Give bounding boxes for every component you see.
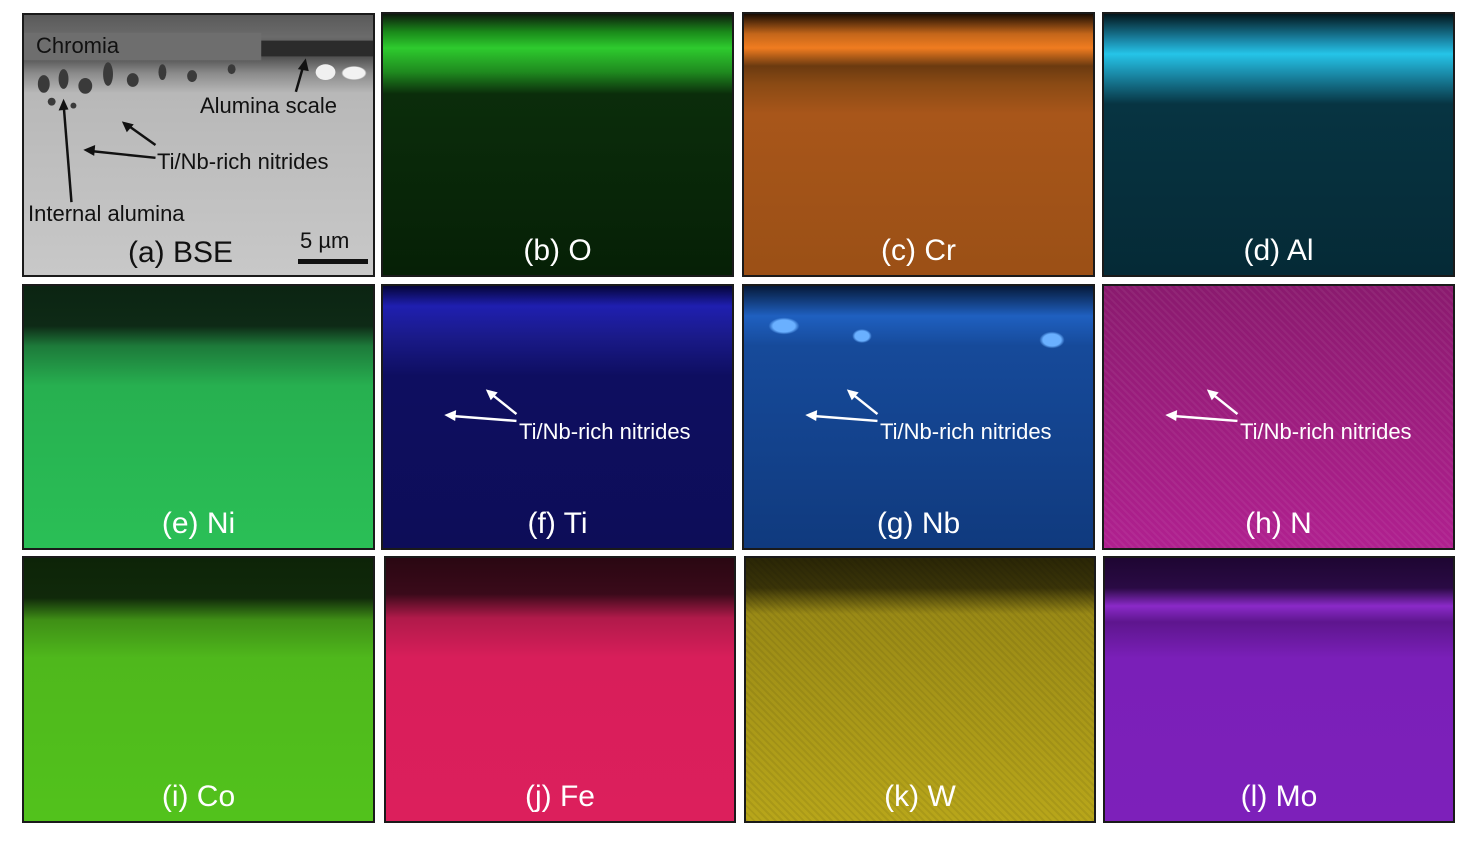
scale-bar xyxy=(298,259,368,264)
panel-l-label: (l) Mo xyxy=(1240,780,1318,813)
panel-j-label: (j) Fe xyxy=(525,780,595,813)
panel-l-molybdenum-map: (l) Mo xyxy=(1103,556,1455,823)
panel-i-label: (i) Co xyxy=(161,780,236,813)
panel-j-iron-map: (j) Fe xyxy=(384,556,736,823)
panel-d-label: (d) Al xyxy=(1243,234,1314,267)
panel-f-label: (f) Ti xyxy=(527,507,588,540)
panel-g-nitrides-annotation: Ti/Nb-rich nitrides xyxy=(880,419,1052,444)
panel-h-nitrogen-map: Ti/Nb-rich nitrides (h) N xyxy=(1102,284,1455,550)
panel-e-label: (e) Ni xyxy=(161,507,236,540)
nitride-arrows xyxy=(1165,389,1239,423)
panel-i-cobalt-map: (i) Co xyxy=(22,556,375,823)
panel-a-bse: Chromia Alumina scale Ti/Nb-rich nitride… xyxy=(22,13,375,277)
panel-c-chromium-map: (c) Cr xyxy=(742,12,1095,277)
panel-e-nickel-map: (e) Ni xyxy=(22,284,375,550)
chromia-annotation: Chromia xyxy=(36,33,120,58)
nitride-arrows xyxy=(805,389,879,423)
panel-g-niobium-map: Ti/Nb-rich nitrides (g) Nb xyxy=(742,284,1095,550)
panel-g-label: (g) Nb xyxy=(876,507,961,540)
panel-f-nitrides-annotation: Ti/Nb-rich nitrides xyxy=(519,419,691,444)
panel-b-oxygen-map: (b) O xyxy=(381,12,734,277)
panel-h-nitrides-annotation: Ti/Nb-rich nitrides xyxy=(1240,419,1412,444)
alumina-scale-annotation: Alumina scale xyxy=(200,93,337,118)
panel-d-aluminum-map: (d) Al xyxy=(1102,12,1455,277)
panel-h-label: (h) N xyxy=(1245,507,1312,540)
nitrides-annotation: Ti/Nb-rich nitrides xyxy=(157,149,329,174)
panel-a-label: (a) BSE xyxy=(128,236,234,269)
panel-f-titanium-map: Ti/Nb-rich nitrides (f) Ti xyxy=(381,284,734,550)
panel-b-label: (b) O xyxy=(523,234,592,267)
nitride-arrows xyxy=(444,389,518,423)
panel-c-label: (c) Cr xyxy=(881,234,956,267)
bse-micrograph xyxy=(24,32,373,203)
internal-alumina-annotation: Internal alumina xyxy=(28,201,185,226)
scale-bar-label: 5 µm xyxy=(300,228,350,253)
panel-k-tungsten-map: (k) W xyxy=(744,556,1096,823)
panel-k-label: (k) W xyxy=(884,780,956,813)
